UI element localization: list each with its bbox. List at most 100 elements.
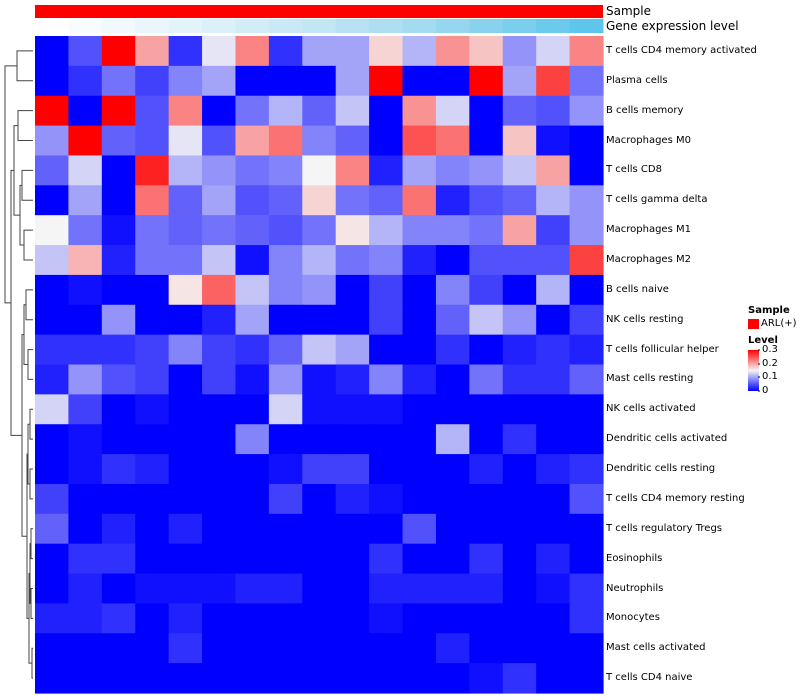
heatmap-cell (469, 125, 504, 157)
heatmap-cell (402, 215, 437, 246)
heatmap-cell (569, 185, 604, 216)
heatmap-cell (335, 543, 370, 575)
heatmap-cell (35, 663, 70, 694)
heatmap-cell (402, 513, 437, 545)
heatmap-cell (369, 633, 404, 664)
heatmap-cell (168, 36, 203, 67)
gene-expression-annotation-cell (68, 19, 103, 33)
heatmap-cell (402, 394, 437, 425)
heatmap-cell (101, 633, 136, 664)
heatmap-cell (202, 543, 237, 575)
gene-expression-annotation-cell (268, 19, 303, 33)
heatmap-cell (536, 424, 571, 455)
heatmap-cell (302, 215, 337, 246)
heatmap-cell (135, 454, 170, 485)
heatmap-cell (68, 454, 103, 485)
heatmap-cell (335, 573, 370, 605)
heatmap-cell (202, 274, 237, 306)
heatmap-cell (536, 185, 571, 216)
legend-color-bar (748, 350, 759, 391)
heatmap-cell (235, 155, 270, 186)
heatmap-cell (335, 274, 370, 306)
heatmap-cell (101, 573, 136, 605)
heatmap-cell (469, 215, 504, 246)
heatmap-cell (536, 543, 571, 575)
heatmap-cell (435, 215, 470, 246)
heatmap-cell (369, 513, 404, 545)
heatmap-cell (168, 364, 203, 395)
heatmap-cell (135, 185, 170, 216)
heatmap-cell (68, 663, 103, 694)
heatmap-cell (369, 573, 404, 605)
heatmap-cell (168, 573, 203, 605)
heatmap-cell (302, 543, 337, 575)
heatmap-cell (402, 65, 437, 97)
heatmap-cell (469, 185, 504, 216)
heatmap-cell (101, 424, 136, 455)
heatmap-cell (101, 394, 136, 425)
heatmap-cell (435, 304, 470, 336)
heatmap-cell (168, 334, 203, 366)
row-label: T cells follicular helper (606, 343, 719, 355)
sample-annotation-label: Sample (606, 4, 651, 18)
heatmap-cell (168, 125, 203, 157)
heatmap-cell (335, 454, 370, 485)
heatmap-cell (435, 603, 470, 634)
heatmap-cell (469, 633, 504, 664)
heatmap-cell (302, 364, 337, 395)
heatmap-cell (268, 573, 303, 605)
heatmap-cell (335, 36, 370, 67)
heatmap-cell (536, 274, 571, 306)
heatmap-cell (536, 245, 571, 276)
heatmap-cell (168, 483, 203, 515)
heatmap-cell (369, 454, 404, 485)
heatmap-cell (202, 304, 237, 336)
heatmap-cell (268, 125, 303, 157)
heatmap-cell (335, 603, 370, 634)
heatmap-cell (402, 424, 437, 455)
heatmap-cell (235, 364, 270, 395)
heatmap-cell (435, 245, 470, 276)
heatmap-cell (135, 245, 170, 276)
row-label: Macrophages M1 (606, 224, 691, 236)
legend-sample-swatch (748, 319, 759, 329)
heatmap-cell (135, 573, 170, 605)
heatmap-cell (369, 125, 404, 157)
heatmap-cell (168, 95, 203, 127)
heatmap-cell (569, 364, 604, 395)
heatmap-cell (536, 663, 571, 694)
heatmap-cell (502, 573, 537, 605)
heatmap-cell (35, 215, 70, 246)
heatmap-cell (168, 304, 203, 336)
heatmap-cell (502, 454, 537, 485)
heatmap-cell (202, 95, 237, 127)
heatmap-cell (469, 245, 504, 276)
heatmap-cell (369, 483, 404, 515)
heatmap-cell (435, 364, 470, 395)
heatmap-cell (335, 65, 370, 97)
heatmap-cell (135, 125, 170, 157)
heatmap-cell (569, 483, 604, 515)
heatmap-cell (202, 215, 237, 246)
heatmap-cell (369, 274, 404, 306)
heatmap-cell (569, 245, 604, 276)
heatmap-cell (469, 663, 504, 694)
row-label: B cells naive (606, 283, 669, 295)
heatmap-cell (101, 185, 136, 216)
heatmap-cell (536, 304, 571, 336)
heatmap-cell (168, 663, 203, 694)
heatmap-cell (402, 304, 437, 336)
heatmap-cell (469, 334, 504, 366)
heatmap-cell (101, 125, 136, 157)
row-label: Plasma cells (606, 74, 668, 86)
heatmap-cell (302, 95, 337, 127)
heatmap-cell (35, 603, 70, 634)
heatmap-cell (569, 155, 604, 186)
heatmap-cell (335, 185, 370, 216)
gene-expression-annotation-cell (536, 19, 571, 33)
heatmap-cell (268, 274, 303, 306)
heatmap-cell (68, 633, 103, 664)
heatmap-cell (369, 364, 404, 395)
legend-sample-title: Sample (748, 305, 790, 316)
gene-expression-annotation-cell (135, 19, 170, 33)
